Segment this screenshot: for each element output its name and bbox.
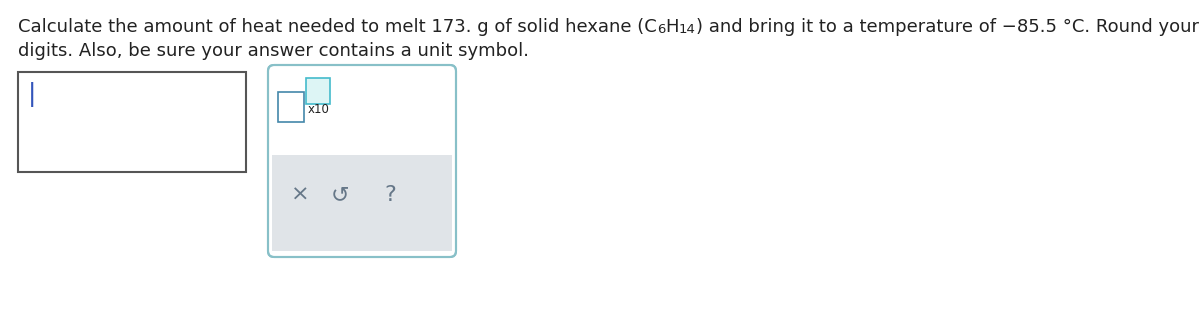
Bar	[306, 78, 330, 104]
Text: ) and bring it to a temperature of −85.5 °C. Round your answer to 3 significant: ) and bring it to a temperature of −85.5…	[696, 18, 1200, 36]
Text: ?: ?	[384, 185, 396, 205]
Text: 6: 6	[656, 23, 665, 36]
Bar	[18, 72, 246, 172]
Text: ↺: ↺	[331, 185, 349, 205]
Text: H: H	[665, 18, 679, 36]
Text: digits. Also, be sure your answer contains a unit symbol.: digits. Also, be sure your answer contai…	[18, 42, 529, 60]
Text: Calculate the amount of heat needed to melt 173. g of solid hexane (C: Calculate the amount of heat needed to m…	[18, 18, 656, 36]
Text: x10: x10	[308, 103, 330, 116]
Bar	[278, 92, 304, 122]
Text: |: |	[28, 82, 36, 107]
Text: ×: ×	[290, 185, 310, 205]
Bar	[272, 155, 452, 251]
Text: 14: 14	[679, 23, 696, 36]
FancyBboxPatch shape	[268, 65, 456, 257]
